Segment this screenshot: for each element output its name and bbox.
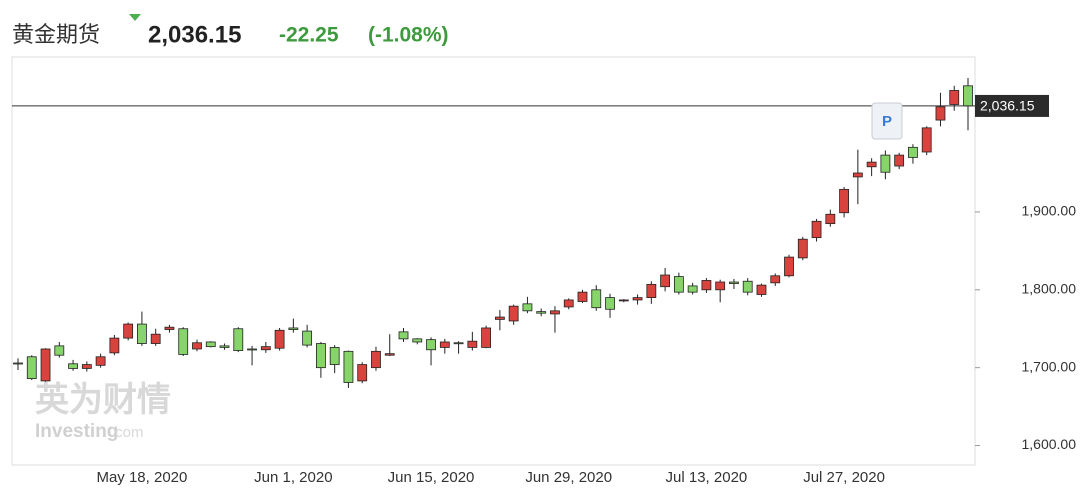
candle-body [756, 284, 767, 295]
candle-body [880, 154, 891, 173]
y-tick-label: 1,900.00 [1022, 203, 1077, 219]
down-arrow [129, 14, 141, 21]
candle-body [825, 213, 836, 225]
candle-body [701, 280, 712, 291]
candle-body [274, 329, 285, 349]
candle-body [550, 310, 560, 315]
candle-body [494, 316, 505, 320]
candle-body [398, 331, 409, 340]
candle-body [715, 281, 726, 291]
candle-body [123, 323, 134, 339]
candle-body [260, 346, 271, 351]
x-tick-label: Jun 1, 2020 [254, 469, 332, 486]
y-tick-label: 1,700.00 [1022, 358, 1077, 374]
candle-body [13, 362, 23, 365]
x-tick-label: Jul 13, 2020 [666, 469, 748, 486]
candle-body [247, 348, 257, 351]
candle-body [632, 297, 643, 301]
candle-body [302, 330, 313, 346]
candle-body [839, 188, 849, 214]
candle-body [178, 328, 189, 355]
candle-body [797, 238, 808, 259]
marker-badge [871, 102, 903, 140]
candle-body [522, 303, 533, 312]
candle-body [660, 274, 671, 288]
price-change: -22.25 [279, 24, 339, 47]
candle-body [426, 339, 436, 351]
candle-body [852, 172, 863, 178]
current-price-badge [975, 94, 1049, 117]
candle-body [357, 364, 368, 382]
candle-body [618, 299, 629, 302]
candle-body [963, 85, 973, 107]
candle-body [68, 363, 78, 369]
candle-body [673, 276, 684, 293]
candle-body [770, 275, 781, 284]
candle-body [109, 337, 120, 354]
price-change-pct: (-1.08%) [368, 24, 449, 47]
candle-body [439, 341, 450, 348]
candle-body [935, 106, 946, 121]
candle-body [233, 328, 244, 351]
candle-body [219, 345, 230, 348]
y-tick-label: 1,600.00 [1022, 436, 1077, 452]
watermark-site: Investing [35, 421, 118, 442]
candle-body [908, 146, 918, 158]
candle-body [288, 327, 299, 330]
candle-body [164, 326, 175, 330]
candle-body [343, 350, 354, 383]
candle-body [453, 342, 464, 345]
marker-label: P [882, 113, 892, 130]
candle-body [729, 281, 739, 284]
candle-body [40, 348, 51, 382]
candle-body [687, 285, 698, 293]
candle-body [591, 289, 602, 309]
watermark-brand: 英为财情 [35, 381, 171, 419]
last-price: 2,036.15 [148, 21, 241, 48]
x-tick-label: Jun 29, 2020 [525, 469, 612, 486]
candle-body [384, 353, 395, 356]
current-price-label: 2,036.15 [980, 98, 1035, 114]
candle-body [137, 323, 147, 344]
candle-body [371, 350, 381, 369]
candle-body [315, 343, 326, 369]
candle-body [536, 311, 547, 314]
candle-body [605, 297, 615, 310]
instrument-name: 黄金期货 [12, 22, 100, 47]
candle-body [508, 305, 519, 322]
candle-body [949, 90, 960, 105]
candle-body [467, 340, 478, 348]
candle-body [192, 342, 202, 350]
watermark-domain: .com [111, 424, 144, 441]
candle-body [150, 333, 161, 344]
x-tick-label: May 18, 2020 [96, 469, 187, 486]
candle-body [481, 327, 492, 348]
candle-body [95, 356, 106, 366]
candle-body [866, 161, 877, 168]
x-tick-label: Jun 15, 2020 [388, 469, 475, 486]
candle-body [784, 256, 794, 277]
candle-body [811, 220, 822, 239]
candle-body [894, 154, 905, 167]
candle-body [563, 299, 574, 308]
candle-body [412, 338, 423, 343]
candle-body [646, 283, 657, 298]
candle-body [921, 127, 932, 153]
candle-body [54, 345, 65, 356]
plot-frame [11, 56, 976, 466]
y-tick-label: 1,800.00 [1022, 281, 1077, 297]
candle-body [205, 341, 216, 348]
candle-body [26, 356, 37, 379]
candle-body [577, 291, 588, 302]
candle-body [81, 364, 92, 369]
candle-body [329, 347, 340, 365]
x-tick-label: Jul 27, 2020 [803, 469, 885, 486]
candle-body [742, 280, 753, 293]
